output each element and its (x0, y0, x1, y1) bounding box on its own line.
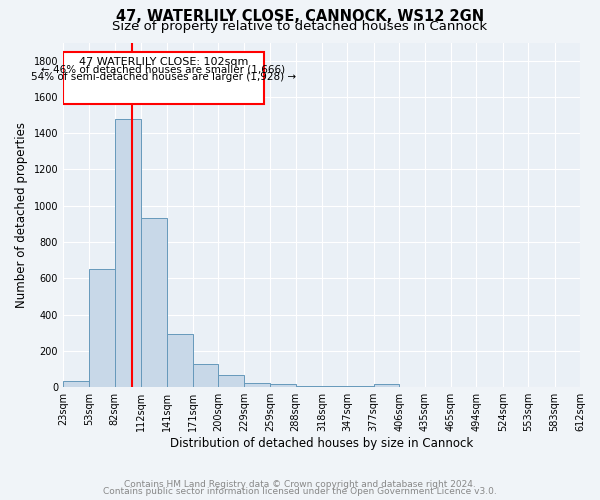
Bar (347, 386, 374, 387)
Bar (193, 364, 218, 387)
Bar (141, 218, 167, 387)
Text: ← 46% of detached houses are smaller (1,666): ← 46% of detached houses are smaller (1,… (41, 65, 286, 75)
Bar (244, 382, 270, 387)
Bar (115, 118, 141, 387)
Bar (63, 381, 89, 387)
Bar (167, 334, 193, 387)
Bar (322, 386, 347, 387)
Bar (296, 386, 322, 387)
Y-axis label: Number of detached properties: Number of detached properties (15, 122, 28, 308)
Text: Contains public sector information licensed under the Open Government Licence v3: Contains public sector information licen… (103, 487, 497, 496)
Text: 47 WATERLILY CLOSE: 102sqm: 47 WATERLILY CLOSE: 102sqm (79, 57, 248, 67)
Bar (270, 384, 296, 387)
Text: 54% of semi-detached houses are larger (1,928) →: 54% of semi-detached houses are larger (… (31, 72, 296, 82)
Bar (218, 376, 244, 387)
Bar (89, 270, 115, 387)
Bar (63, 52, 264, 104)
Text: Contains HM Land Registry data © Crown copyright and database right 2024.: Contains HM Land Registry data © Crown c… (124, 480, 476, 489)
Text: Size of property relative to detached houses in Cannock: Size of property relative to detached ho… (112, 20, 488, 33)
Text: 47, WATERLILY CLOSE, CANNOCK, WS12 2GN: 47, WATERLILY CLOSE, CANNOCK, WS12 2GN (116, 9, 484, 24)
Bar (374, 384, 399, 387)
X-axis label: Distribution of detached houses by size in Cannock: Distribution of detached houses by size … (170, 437, 473, 450)
